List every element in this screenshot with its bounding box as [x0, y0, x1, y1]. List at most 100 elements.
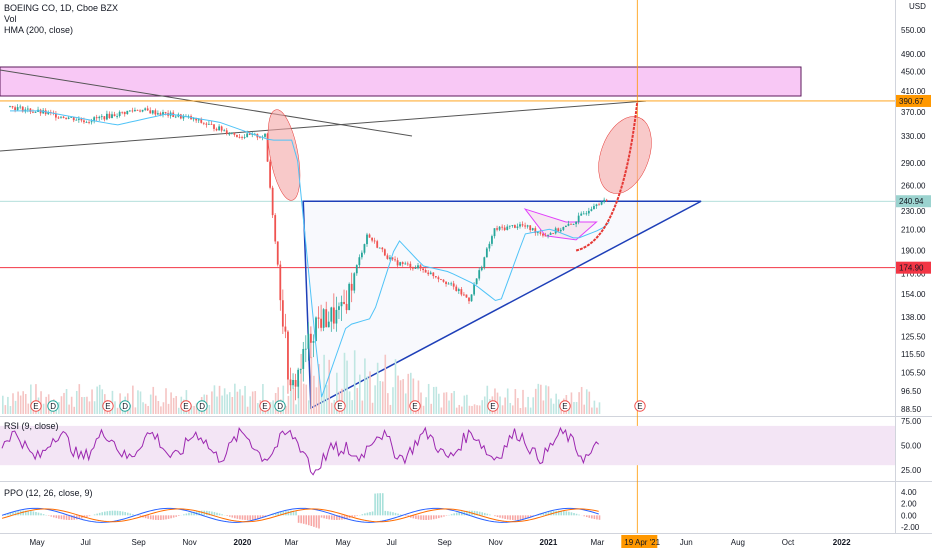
- volume-bar: [292, 388, 295, 414]
- volume-bar: [585, 389, 588, 414]
- ppo-bar: [40, 513, 42, 516]
- volume-bar: [40, 391, 42, 414]
- ppo-bar: [30, 511, 32, 516]
- candle-body: [501, 226, 504, 228]
- candle-body: [197, 119, 200, 121]
- volume-bar: [461, 406, 463, 414]
- candle-body: [98, 116, 101, 119]
- ppo-bar: [124, 512, 126, 516]
- ppo-bar: [152, 515, 155, 520]
- candle-body: [205, 123, 208, 125]
- ppo-bar: [323, 515, 325, 519]
- candle-body: [547, 234, 549, 236]
- ppo-bar: [262, 515, 264, 518]
- event-marker-label-7: D: [277, 402, 283, 411]
- volume-bar: [381, 381, 384, 414]
- candle-body: [111, 114, 113, 119]
- volume-bar: [190, 406, 193, 414]
- ppo-bar: [132, 514, 134, 516]
- ppo-bar: [315, 515, 318, 528]
- ppo-bar: [198, 510, 200, 516]
- candle-body: [526, 225, 529, 227]
- ppo-bar: [440, 515, 443, 518]
- ppo-bar: [116, 510, 119, 516]
- candle-body: [95, 117, 98, 119]
- volume-bar: [315, 387, 318, 414]
- candle-body: [394, 259, 396, 261]
- candle-body: [307, 333, 310, 349]
- volume-bar: [333, 399, 336, 414]
- volume-bar: [501, 405, 504, 414]
- ppo-bar: [68, 515, 70, 520]
- volume-bar: [399, 380, 402, 414]
- candle-body: [60, 116, 62, 118]
- volume-bar: [142, 402, 144, 414]
- ppo-bar: [277, 512, 279, 516]
- candle-body: [223, 130, 226, 132]
- candle-body: [381, 247, 384, 250]
- ppo-bar: [463, 511, 466, 516]
- volume-bar: [325, 385, 328, 414]
- candle-body: [310, 333, 312, 343]
- candle-body: [325, 309, 328, 328]
- time-tick-label-1: Jul: [81, 538, 91, 547]
- volume-bar: [504, 397, 506, 414]
- ppo-bar: [78, 515, 81, 519]
- candle-body: [409, 263, 412, 268]
- volume-bar: [172, 397, 175, 414]
- candle-body: [399, 262, 402, 266]
- candle-body: [363, 244, 366, 253]
- volume-bar: [455, 407, 458, 414]
- volume-bar: [116, 407, 119, 414]
- ppo-bar: [12, 512, 14, 516]
- volume-bar: [129, 404, 132, 414]
- candle-body: [552, 233, 555, 234]
- candle-body: [146, 108, 149, 111]
- ppo-bar: [228, 515, 231, 517]
- candle-body: [452, 283, 455, 287]
- candle-body: [123, 111, 126, 115]
- candle-body: [312, 341, 315, 343]
- candle-body: [378, 247, 381, 249]
- candle-body: [559, 229, 562, 232]
- candle-body: [595, 204, 598, 207]
- ppo-bar: [114, 510, 116, 516]
- time-tick-label-7: Jul: [387, 538, 397, 547]
- candle-body: [412, 267, 414, 269]
- volume-bar: [519, 407, 522, 414]
- volume-bar: [231, 396, 234, 414]
- candle-body: [233, 133, 236, 135]
- ppo-bar: [126, 512, 129, 516]
- volume-bar: [471, 405, 473, 414]
- volume-bar: [517, 398, 519, 414]
- volume-bar: [282, 385, 285, 414]
- candle-body: [440, 279, 442, 280]
- volume-bar: [246, 406, 249, 414]
- candle-body: [516, 226, 519, 228]
- candle-body: [465, 294, 468, 298]
- candle-body: [343, 301, 345, 304]
- ppo-bar: [177, 515, 180, 517]
- ppo-bar: [88, 515, 91, 517]
- volume-bar: [285, 405, 287, 414]
- time-tick-label-3: Nov: [183, 538, 197, 547]
- volume-bar: [514, 389, 517, 414]
- ppo-bar: [389, 511, 392, 516]
- ppo-bar: [241, 515, 244, 520]
- rsi-legend: RSI (9, close): [4, 421, 59, 431]
- ppo-bar: [119, 511, 121, 516]
- volume-bar: [463, 395, 466, 414]
- candle-body: [14, 107, 16, 111]
- ppo-bar: [478, 511, 481, 516]
- ppo-bar: [147, 515, 149, 519]
- candle-body: [208, 123, 210, 125]
- volume-bar: [366, 376, 369, 414]
- volume-bar: [78, 384, 81, 414]
- ppo-bar: [422, 515, 425, 520]
- candle-body: [585, 213, 588, 215]
- event-marker-label-3: D: [122, 402, 128, 411]
- ppo-bar: [121, 511, 124, 516]
- candle-body: [144, 108, 147, 110]
- volume-bar: [167, 403, 170, 414]
